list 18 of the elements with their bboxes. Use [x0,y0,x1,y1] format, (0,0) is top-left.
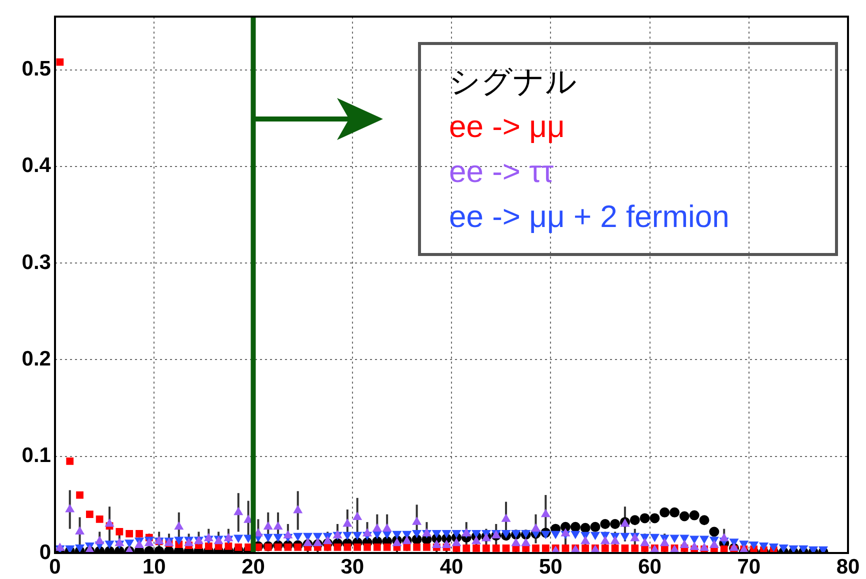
text: ee -> μμ + 2 fermion [449,198,730,236]
y-tick-label: 0.2 [22,348,51,370]
x-tick-label: 80 [836,555,860,578]
x-tick-label: 30 [340,555,364,578]
y-tick-label: 0.3 [22,250,51,274]
x-tick-label: 20 [242,555,265,578]
y-tick-label: 0 [39,540,51,564]
y-tick-label: 0.4 [22,154,52,178]
x-tick-label: 50 [538,555,562,578]
x-tick-label: 40 [440,555,464,578]
y-tick-label: 0.1 [22,444,52,468]
x-tick-label: 10 [142,555,166,578]
text: ee -> ττ [449,152,555,191]
text: ee -> μμ [449,108,566,146]
y-tick-label: 0.5 [22,58,52,81]
x-tick-label: 70 [737,555,761,578]
x-tick-label: 60 [638,555,662,578]
text: シグナル [449,62,578,101]
